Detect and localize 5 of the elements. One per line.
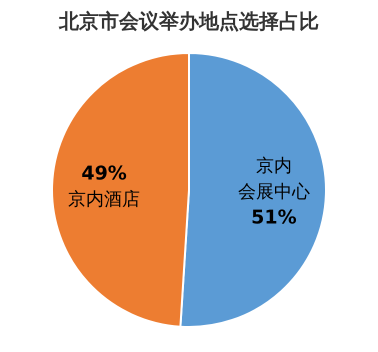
- data-label: 51%: [251, 206, 297, 229]
- slice-label: 京内会展中心: [238, 155, 310, 202]
- slice-label: 京内酒店: [68, 189, 140, 210]
- chart-title: 北京市会议举办地点选择占比: [58, 8, 320, 35]
- data-label: 49%: [81, 162, 127, 184]
